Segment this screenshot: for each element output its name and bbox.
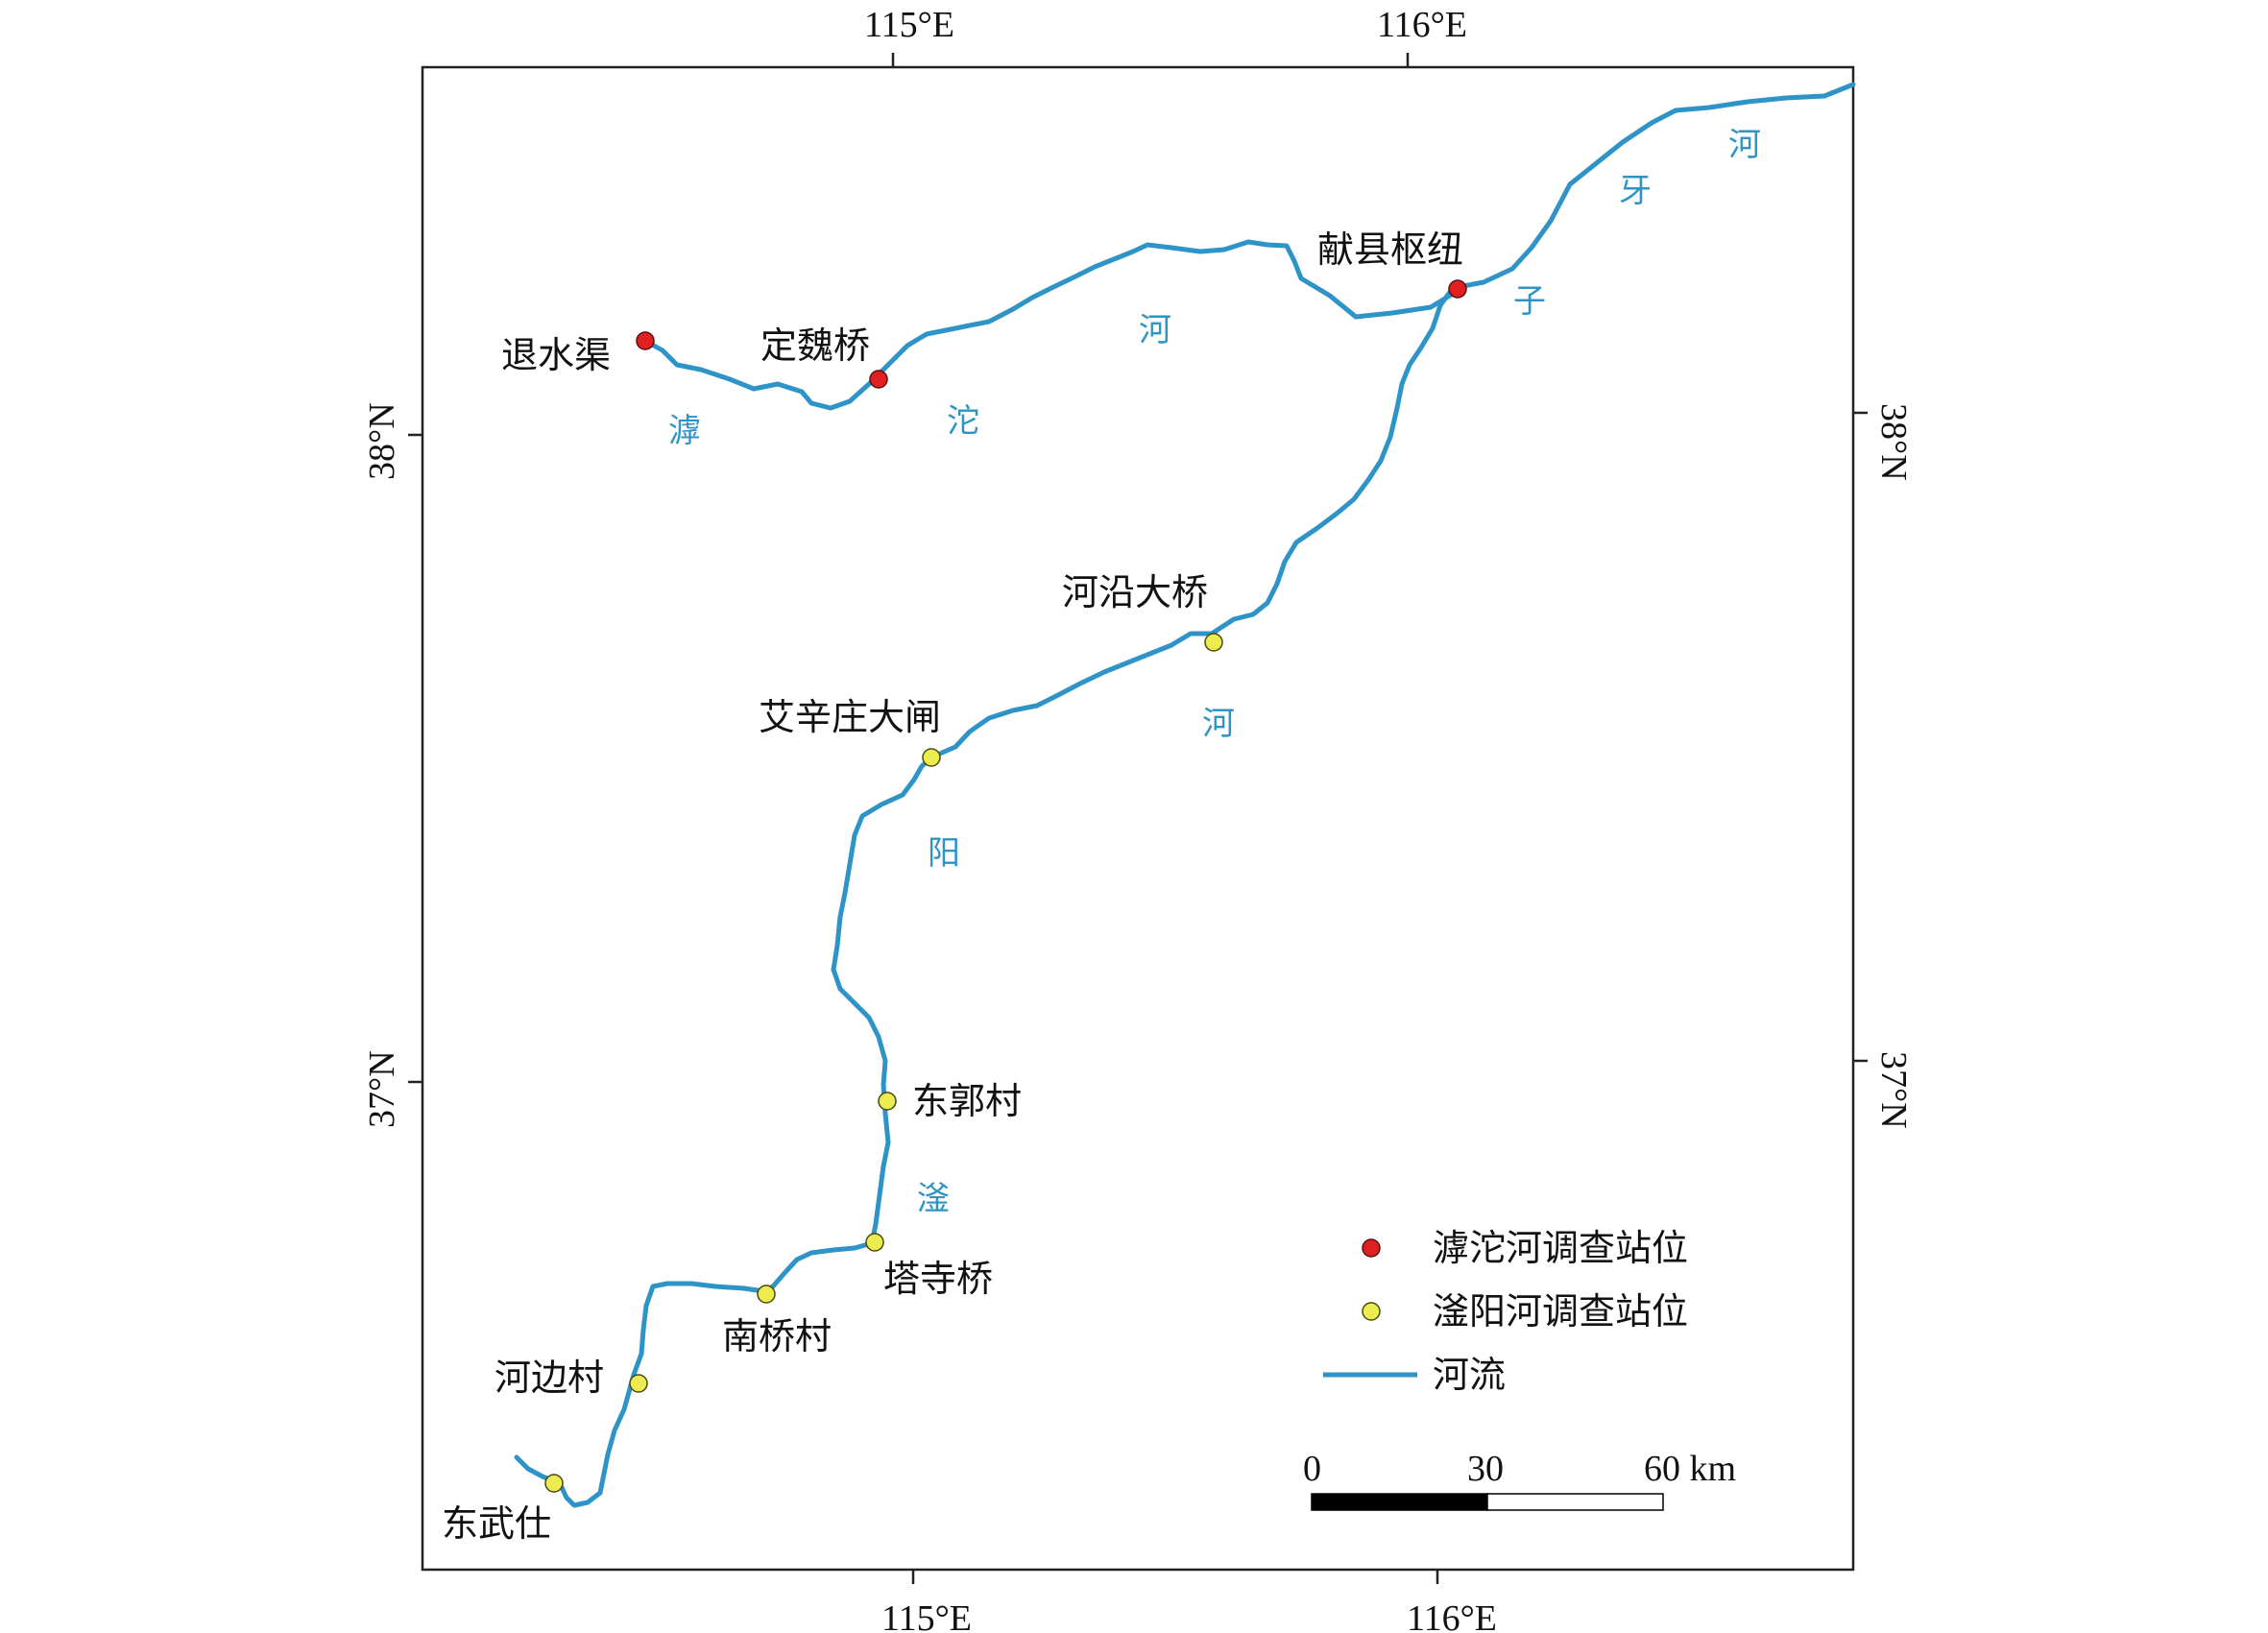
- station-heyandaqiao[interactable]: [1204, 633, 1223, 652]
- station-dingweiqiao[interactable]: [869, 370, 888, 389]
- lat-left-37: 37°N: [362, 1050, 402, 1128]
- legend-hutuo-station: 滹沱河调查站位: [1433, 1227, 1688, 1269]
- legend-red-marker: [1362, 1238, 1381, 1258]
- fuyang-label-3: 河: [1202, 705, 1235, 743]
- station-dongwushi[interactable]: [544, 1474, 564, 1493]
- lat-left-38: 38°N: [362, 402, 402, 480]
- hutuo-label-1: 滹: [668, 412, 701, 450]
- label-dingweiqiao: 定魏桥: [760, 324, 870, 367]
- fuyang-label-1: 滏: [917, 1180, 950, 1218]
- station-nanqiaocun[interactable]: [757, 1285, 776, 1304]
- hutuo-label-2: 沱: [947, 402, 979, 441]
- ziya-label-2: 牙: [1619, 172, 1652, 210]
- station-tasiqiao[interactable]: [865, 1233, 884, 1252]
- legend-yellow-marker: [1362, 1302, 1381, 1321]
- label-heyandaqiao: 河沿大桥: [1062, 571, 1208, 613]
- label-xianxian: 献县枢纽: [1317, 228, 1463, 271]
- ziya-label-3: 河: [1728, 126, 1761, 164]
- scale-bar: 0 30 60 km: [1303, 1449, 1736, 1511]
- hutuo-label-3: 河: [1139, 311, 1171, 349]
- label-dongguocun: 东郭村: [912, 1080, 1022, 1122]
- label-aixinzhuang: 艾辛庄大闸: [759, 696, 941, 738]
- station-hebiancun[interactable]: [629, 1374, 648, 1393]
- fuyang-river: [514, 285, 1456, 1508]
- station-tuishuiqu[interactable]: [636, 331, 655, 350]
- ziya-label-1: 子: [1513, 282, 1546, 321]
- lon-top-116: 116°E: [1377, 5, 1467, 45]
- legend-river: 河流: [1433, 1354, 1506, 1396]
- hutuo-river: [642, 239, 1467, 411]
- ziya-river: [1450, 82, 1856, 291]
- scale-label-60: 60 km: [1644, 1449, 1736, 1489]
- station-xianxian[interactable]: [1448, 279, 1467, 299]
- lat-right-37: 37°N: [1873, 1051, 1914, 1129]
- label-tuishuiqu: 退水渠: [501, 334, 611, 376]
- fuyang-label-2: 阳: [928, 834, 960, 873]
- label-dongwushi: 东武仕: [442, 1502, 551, 1545]
- lon-bottom-116: 116°E: [1407, 1598, 1497, 1633]
- map-frame: [421, 65, 1855, 1572]
- legend: 滹沱河调查站位 滏阳河调查站位 河流: [1323, 1227, 1688, 1396]
- label-hebiancun: 河边村: [495, 1357, 604, 1399]
- lat-right-38: 38°N: [1873, 403, 1914, 481]
- label-tasiqiao: 塔寺桥: [883, 1258, 993, 1300]
- scale-label-0: 0: [1303, 1449, 1321, 1489]
- station-aixinzhuang[interactable]: [922, 748, 941, 767]
- lon-bottom-115: 115°E: [881, 1598, 972, 1633]
- lon-top-115: 115°E: [864, 5, 954, 45]
- scale-label-30: 30: [1467, 1449, 1504, 1489]
- station-dongguocun[interactable]: [878, 1092, 897, 1111]
- scale-segment-white: [1486, 1493, 1664, 1511]
- label-nanqiaocun: 南桥村: [722, 1315, 832, 1357]
- scale-segment-black: [1311, 1493, 1488, 1511]
- legend-fuyang-station: 滏阳河调查站位: [1433, 1290, 1688, 1333]
